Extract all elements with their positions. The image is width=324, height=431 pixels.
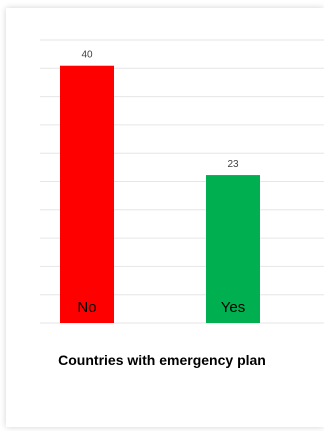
bar-no: [60, 65, 114, 324]
data-label-no: 40: [81, 50, 93, 61]
category-label-yes: Yes: [221, 299, 245, 316]
chart-panel: [6, 8, 324, 427]
category-label-no: No: [77, 299, 96, 316]
chart-caption: Countries with emergency plan: [58, 352, 266, 368]
bar-yes: [206, 175, 260, 323]
data-label-yes: 23: [227, 159, 239, 170]
